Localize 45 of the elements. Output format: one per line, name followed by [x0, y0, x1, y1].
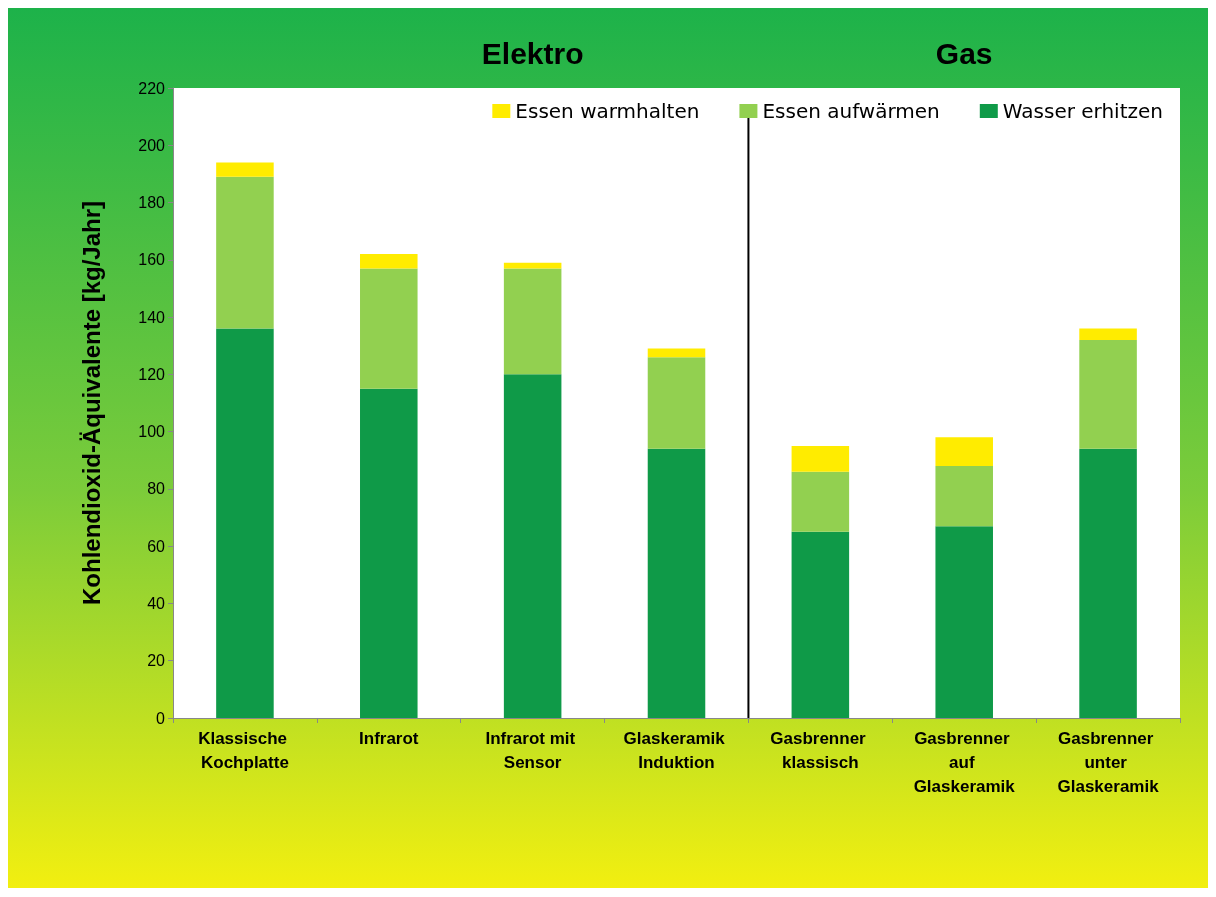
bar [360, 254, 418, 269]
bar [791, 445, 850, 472]
y-tick-label: 140 [138, 308, 166, 326]
y-tick-label: 40 [147, 594, 166, 612]
legend-label: Essen warmhalten [515, 99, 700, 123]
bar [935, 437, 993, 466]
bar [1079, 448, 1137, 718]
bar [935, 526, 993, 718]
x-tick-label: Gasbrenner klassisch [770, 728, 871, 772]
x-tick-label: Infrarot mit Sensor [485, 728, 580, 772]
bar [216, 176, 274, 329]
text: Gas [935, 36, 993, 70]
text: Elektro [481, 36, 584, 70]
x-tick-label: Klassische Kochplatte [198, 728, 292, 772]
bar [503, 374, 562, 718]
legend-label: Wasser erhitzen [1002, 99, 1164, 123]
legend-label: Essen aufwärmen [762, 99, 940, 123]
bar [1079, 328, 1137, 340]
y-tick-label: 0 [156, 709, 166, 727]
y-tick-label: 220 [138, 79, 166, 97]
y-tick-label: 60 [147, 537, 166, 555]
x-tick-label: Glaskeramik Induktion [623, 728, 730, 772]
y-tick-label: 100 [138, 423, 166, 441]
y-tick-label: 200 [138, 136, 166, 154]
y-tick-label: 180 [138, 194, 166, 212]
bar [216, 162, 274, 177]
bar [360, 268, 418, 389]
bar [216, 328, 274, 718]
bar [935, 466, 993, 527]
y-axis-title: Kohlendioxid-Äquivalente [kg/Jahr] [77, 200, 105, 606]
bar [647, 348, 706, 358]
y-tick-label: 80 [147, 480, 166, 498]
bar [791, 471, 850, 532]
x-tick-label: Infrarot [359, 728, 419, 748]
bar [791, 531, 850, 718]
y-tick-label: 160 [138, 251, 166, 269]
bar [1079, 340, 1137, 449]
x-tick-label: Gasbrenner unter Glaskeramik [1057, 728, 1160, 796]
bar [360, 388, 418, 718]
bar [647, 357, 706, 449]
bar [503, 268, 562, 375]
bar [647, 448, 706, 718]
y-tick-label: 120 [138, 365, 166, 383]
y-tick-label: 20 [147, 652, 166, 670]
x-tick-label: Gasbrenner auf Glaskeramik [913, 728, 1016, 796]
